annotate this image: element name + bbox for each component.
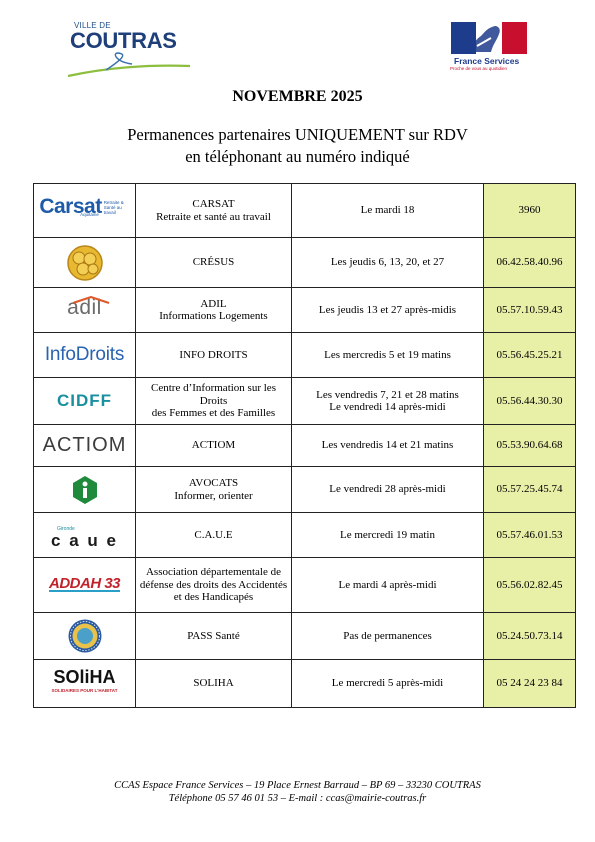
footer: CCAS Espace France Services – 19 Place E… <box>0 779 595 805</box>
actiom-logo: ACTIOM <box>37 434 132 457</box>
partner-name: C.A.U.E <box>135 512 292 558</box>
table-row: Carsat Retraite & Santé au travail Aquit… <box>33 183 576 238</box>
partner-phone: 05.57.10.59.43 <box>483 287 576 333</box>
partner-schedule: Les vendredis 14 et 21 matins <box>291 424 484 467</box>
partner-schedule: Le mardi 18 <box>291 183 484 238</box>
table-row: ADDAH 33 Association départementale de d… <box>33 557 576 613</box>
footer-contact: Téléphone 05 57 46 01 53 – E-mail : ccas… <box>168 793 427 804</box>
infodroits-logo-text: InfoDroits <box>44 343 125 365</box>
actiom-logo-text: ACTIOM <box>42 434 127 457</box>
table-row: PASS Santé Pas de permanences 05.24.50.7… <box>33 612 576 660</box>
partner-schedule: Le mercredi 19 matin <box>291 512 484 558</box>
partner-name: Centre d’Information sur les Droits des … <box>135 377 292 425</box>
partner-phone: 05.56.45.25.21 <box>483 332 576 378</box>
coutras-logo: VILLE DE COUTRAS <box>66 18 196 80</box>
subtitle-line-1: Permanences partenaires UNIQUEMENT sur R… <box>127 125 468 144</box>
subtitle: Permanences partenaires UNIQUEMENT sur R… <box>0 124 595 168</box>
table-row: ACTIOM ACTIOM Les vendredis 14 et 21 mat… <box>33 424 576 467</box>
partner-phone: 3960 <box>483 183 576 238</box>
avocats-logo <box>37 475 132 505</box>
partner-logo-cell: adil <box>33 287 136 333</box>
partner-logo-cell: CIDFF <box>33 377 136 425</box>
caue-logo-text: c a u e <box>51 531 118 550</box>
france-services-logo: France Services Proche de vous au quotid… <box>448 22 530 74</box>
partner-logo-cell: Gironde c a u e <box>33 512 136 558</box>
partner-phone: 05.57.46.01.53 <box>483 512 576 558</box>
table-row: InfoDroits INFO DROITS Les mercredis 5 e… <box>33 332 576 378</box>
partner-logo-cell: ADDAH 33 <box>33 557 136 613</box>
carsat-logo-text: Carsat <box>39 195 102 218</box>
table-row: CRÉSUS Les jeudis 6, 13, 20, et 27 06.42… <box>33 237 576 288</box>
ville-de-label: VILLE DE <box>74 21 111 30</box>
pass-sante-logo <box>37 618 132 654</box>
partner-schedule: Pas de permanences <box>291 612 484 660</box>
partner-phone: 05 24 24 23 84 <box>483 659 576 708</box>
subtitle-line-2: en téléphonant au numéro indiqué <box>185 147 410 166</box>
france-services-tagline: Proche de vous au quotidien <box>450 66 508 71</box>
partner-phone: 05.56.02.82.45 <box>483 557 576 613</box>
addah-logo: ADDAH 33 <box>37 574 132 593</box>
soliha-logo-sub: SOLIDAIRES POUR L'HABITAT <box>51 688 118 694</box>
carsat-logo-sub: Retraite & Santé au travail <box>103 199 124 215</box>
cresus-coins-icon <box>66 244 103 281</box>
footer-address: CCAS Espace France Services – 19 Place E… <box>114 780 481 791</box>
coutras-name: COUTRAS <box>70 28 177 53</box>
partner-logo-cell <box>33 466 136 513</box>
partner-name: Association départementale de défense de… <box>135 557 292 613</box>
caue-logo-sub: Gironde <box>57 525 75 532</box>
partner-name: AVOCATS Informer, orienter <box>135 466 292 513</box>
partner-logo-cell: ACTIOM <box>33 424 136 467</box>
pass-sante-seal-icon <box>68 619 101 653</box>
cidff-logo-text: CIDFF <box>56 390 113 410</box>
coutras-swoosh-icon <box>67 52 191 78</box>
partner-schedule: Le vendredi 28 après-midi <box>291 466 484 513</box>
partner-schedule: Les mercredis 5 et 19 matins <box>291 332 484 378</box>
partner-name: INFO DROITS <box>135 332 292 378</box>
partner-schedule: Les jeudis 6, 13, 20, et 27 <box>291 237 484 288</box>
partner-phone: 05.24.50.73.14 <box>483 612 576 660</box>
partner-phone: 05.53.90.64.68 <box>483 424 576 467</box>
caue-logo: Gironde c a u e <box>37 523 132 550</box>
carsat-logo: Carsat Retraite & Santé au travail <box>37 195 132 218</box>
table-row: SOliHA SOLIDAIRES POUR L'HABITAT SOLIHA … <box>33 659 576 708</box>
partner-phone: 06.42.58.40.96 <box>483 237 576 288</box>
france-services-name: France Services <box>454 56 520 66</box>
partner-name: SOLIHA <box>135 659 292 708</box>
partner-logo-cell: InfoDroits <box>33 332 136 378</box>
soliha-logo: SOliHA SOLIDAIRES POUR L'HABITAT <box>37 667 132 698</box>
table-row: CIDFF Centre d’Information sur les Droit… <box>33 377 576 425</box>
marianne-icon <box>451 22 527 54</box>
partner-phone: 05.56.44.30.30 <box>483 377 576 425</box>
table-row: Gironde c a u e C.A.U.E Le mercredi 19 m… <box>33 512 576 558</box>
partner-phone: 05.57.25.45.74 <box>483 466 576 513</box>
partners-table: Carsat Retraite & Santé au travail Aquit… <box>33 183 576 708</box>
partner-schedule: Les jeudis 13 et 27 après-midis <box>291 287 484 333</box>
partner-schedule: Les vendredis 7, 21 et 28 matins Le vend… <box>291 377 484 425</box>
partner-name: CRÉSUS <box>135 237 292 288</box>
partner-logo-cell: SOliHA SOLIDAIRES POUR L'HABITAT <box>33 659 136 708</box>
adil-logo: adil <box>37 296 132 318</box>
partner-name: CARSAT Retraite et santé au travail <box>135 183 292 238</box>
infodroits-logo: InfoDroits <box>37 343 132 365</box>
addah-logo-text: ADDAH 33 <box>48 574 121 593</box>
soliha-logo-text: SOliHA <box>53 667 116 688</box>
partner-logo-cell <box>33 612 136 660</box>
partner-schedule: Le mardi 4 après-midi <box>291 557 484 613</box>
carsat-logo-region: Aquitaine <box>80 211 99 217</box>
partner-name: ACTIOM <box>135 424 292 467</box>
partner-name: PASS Santé <box>135 612 292 660</box>
table-row: AVOCATS Informer, orienter Le vendredi 2… <box>33 466 576 513</box>
info-hexagon-icon <box>72 475 97 504</box>
month-title: NOVEMBRE 2025 <box>232 88 363 105</box>
table-row: adil ADIL Informations Logements Les jeu… <box>33 287 576 333</box>
partner-schedule: Le mercredi 5 après-midi <box>291 659 484 708</box>
cresus-logo <box>37 244 132 282</box>
cidff-logo: CIDFF <box>37 390 132 410</box>
partner-name: ADIL Informations Logements <box>135 287 292 333</box>
adil-roof-icon <box>72 296 110 305</box>
partner-logo-cell <box>33 237 136 288</box>
partner-logo-cell: Carsat Retraite & Santé au travail Aquit… <box>33 183 136 238</box>
